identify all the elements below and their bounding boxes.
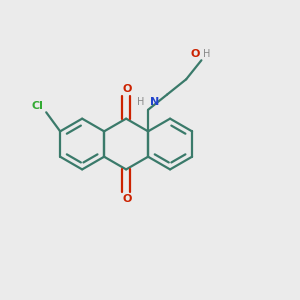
Text: H: H <box>203 49 210 59</box>
Text: O: O <box>190 49 200 59</box>
Text: H: H <box>137 98 145 107</box>
Text: Cl: Cl <box>31 101 43 111</box>
Text: N: N <box>150 98 159 107</box>
Text: O: O <box>123 84 132 94</box>
Text: O: O <box>123 194 132 204</box>
